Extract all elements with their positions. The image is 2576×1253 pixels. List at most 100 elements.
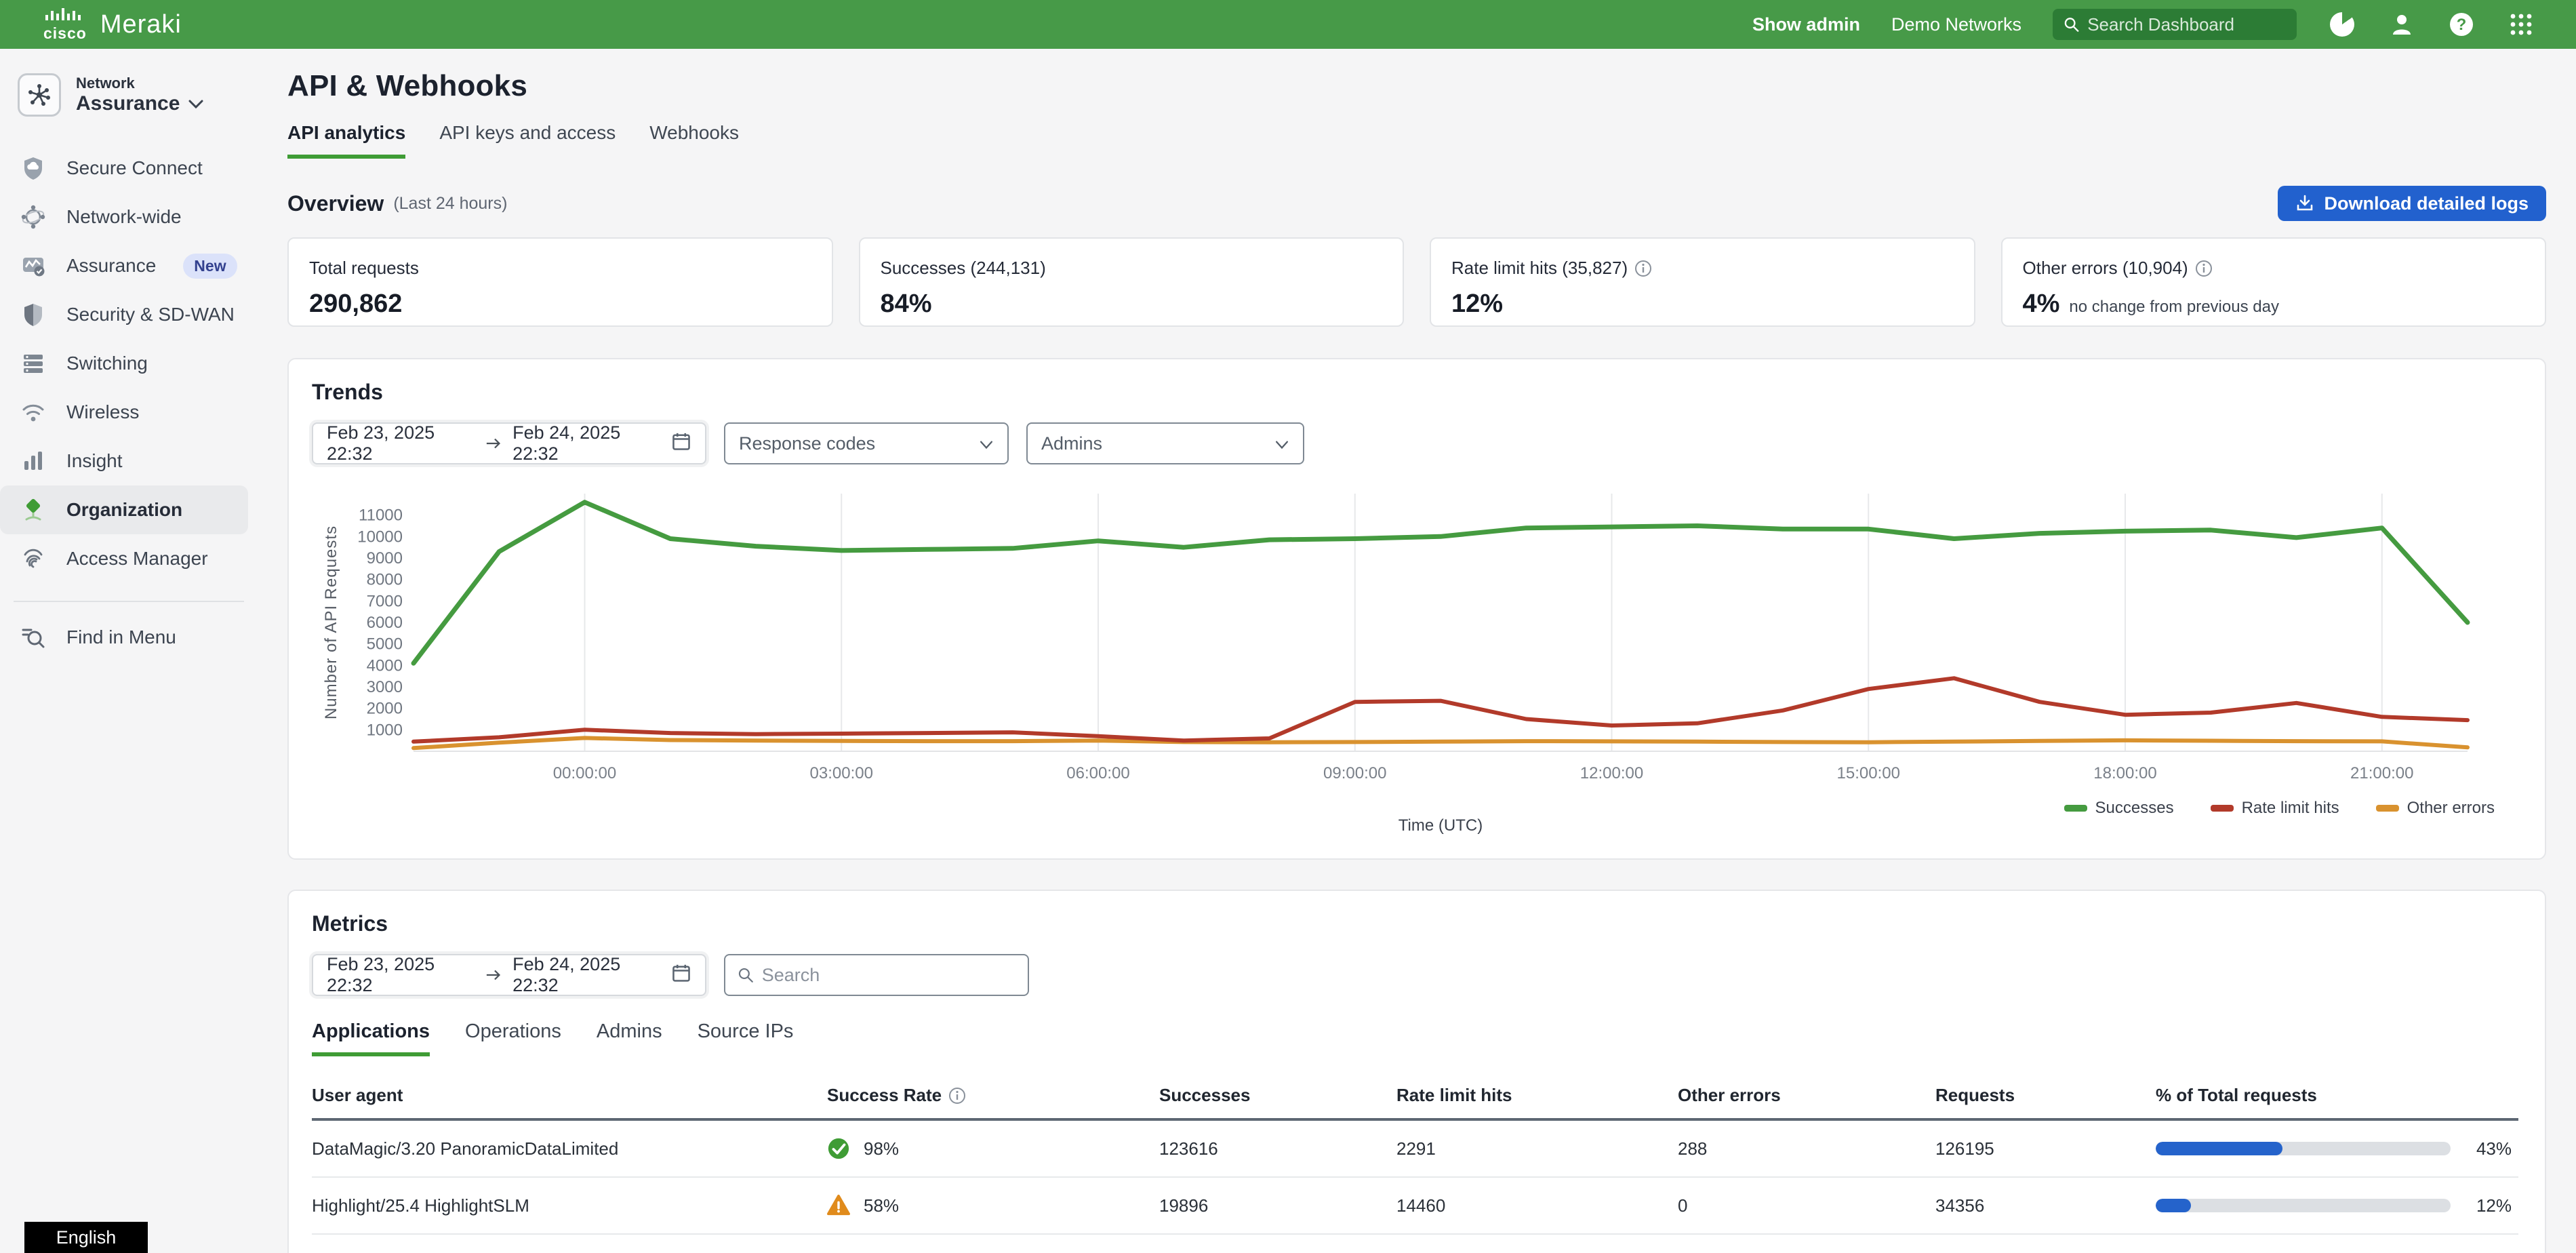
dashboard-search-input[interactable] xyxy=(2087,14,2286,35)
sidebar-item-wireless[interactable]: Wireless xyxy=(0,388,248,437)
organization-icon xyxy=(18,496,49,523)
sidebar-item-insight[interactable]: Insight xyxy=(0,437,248,485)
table-row[interactable]: Highlight/25.4 HighlightSLM 58% 19896 14… xyxy=(312,1177,2518,1235)
tab-source-ips[interactable]: Source IPs xyxy=(697,1020,794,1042)
svg-text:15:00:00: 15:00:00 xyxy=(1837,764,1900,782)
tab-operations[interactable]: Operations xyxy=(465,1020,561,1042)
search-icon xyxy=(2064,18,2079,32)
tab-api-keys-and-access[interactable]: API keys and access xyxy=(439,122,616,143)
page-tabs: API analytics API keys and access Webhoo… xyxy=(287,122,2546,159)
calendar-icon xyxy=(672,433,690,450)
admins-select[interactable]: Admins xyxy=(1026,422,1304,464)
download-detailed-logs-button[interactable]: Download detailed logs xyxy=(2278,186,2546,221)
insight-icon xyxy=(18,447,49,475)
language-button[interactable]: English xyxy=(24,1222,148,1253)
cisco-meraki-logo[interactable]: cisco Meraki xyxy=(43,7,182,42)
arrow-right-icon xyxy=(486,970,500,980)
search-icon xyxy=(738,968,753,982)
info-icon[interactable] xyxy=(1634,260,1652,277)
trend-note: no change from previous day xyxy=(2069,298,2279,316)
svg-text:5000: 5000 xyxy=(367,635,403,654)
svg-text:9000: 9000 xyxy=(367,549,403,568)
new-badge: New xyxy=(183,253,237,279)
response-codes-select[interactable]: Response codes xyxy=(724,422,1009,464)
trends-date-range-picker[interactable]: Feb 23, 2025 22:32 Feb 24, 2025 22:32 xyxy=(312,422,706,464)
col-successes[interactable]: Successes xyxy=(1159,1075,1396,1121)
sidebar-item-assurance[interactable]: Assurance New xyxy=(0,241,248,290)
rate-limit-swatch xyxy=(2210,805,2234,812)
tab-webhooks[interactable]: Webhooks xyxy=(649,122,740,143)
col-rate-limit-hits[interactable]: Rate limit hits xyxy=(1396,1075,1678,1121)
svg-text:00:00:00: 00:00:00 xyxy=(553,764,616,782)
sidebar-item-organization[interactable]: Organization xyxy=(0,485,248,534)
applications-table: User agent Success Rate Successes Rate l… xyxy=(312,1075,2518,1253)
network-wide-icon xyxy=(18,203,49,231)
svg-text:?: ? xyxy=(2457,16,2467,34)
col-pct-total[interactable]: % of Total requests xyxy=(2156,1075,2518,1121)
metrics-tabs: Applications Operations Admins Source IP… xyxy=(312,1020,2522,1056)
legend-other-errors[interactable]: Other errors xyxy=(2375,799,2495,818)
total-requests-card: Total requests 290,862 xyxy=(287,237,833,327)
tab-admins[interactable]: Admins xyxy=(596,1020,662,1042)
chevron-down-icon xyxy=(980,440,993,449)
svg-text:7000: 7000 xyxy=(367,592,403,610)
tab-applications[interactable]: Applications xyxy=(312,1020,430,1056)
svg-text:18:00:00: 18:00:00 xyxy=(2093,764,2156,782)
col-other-errors[interactable]: Other errors xyxy=(1678,1075,1935,1121)
tab-api-analytics[interactable]: API analytics xyxy=(287,122,406,159)
table-row[interactable]: python-meraki/1.38.0 %7B%22implementatio… xyxy=(312,1234,2518,1253)
col-requests[interactable]: Requests xyxy=(1935,1075,2156,1121)
assurance-icon xyxy=(18,252,49,279)
metrics-panel: Metrics Feb 23, 2025 22:32 Feb 24, 2025 … xyxy=(287,890,2546,1253)
organization-selector[interactable]: Demo Networks xyxy=(1891,14,2021,35)
svg-text:12:00:00: 12:00:00 xyxy=(1580,764,1643,782)
api-requests-line-chart: 00:00:00 03:00:00 06:00:00 09:00:00 12:00:00… xyxy=(312,477,2522,799)
overview-title: Overview xyxy=(287,191,384,216)
info-icon[interactable] xyxy=(948,1087,966,1105)
access-manager-icon xyxy=(18,545,49,572)
switching-icon xyxy=(18,350,49,377)
sidebar-item-network-wide[interactable]: Network-wide xyxy=(0,193,248,241)
status-icon[interactable] xyxy=(2328,10,2356,39)
legend-rate-limit-hits[interactable]: Rate limit hits xyxy=(2210,799,2339,818)
arrow-right-icon xyxy=(486,438,500,449)
metrics-title: Metrics xyxy=(312,911,388,936)
svg-text:06:00:00: 06:00:00 xyxy=(1066,764,1129,782)
trends-panel: Trends Feb 23, 2025 22:32 Feb 24, 2025 2… xyxy=(287,358,2546,860)
apps-grid-icon[interactable] xyxy=(2507,10,2535,39)
sidebar-item-security-sdwan[interactable]: Security & SD-WAN xyxy=(0,290,248,339)
svg-text:1000: 1000 xyxy=(367,721,403,739)
dashboard-search[interactable] xyxy=(2053,9,2297,40)
successes-card: Successes (244,131) 84% xyxy=(858,237,1404,327)
network-selector[interactable]: Network Assurance xyxy=(18,73,251,117)
chart-legend: Successes Rate limit hits Other errors xyxy=(2064,799,2495,818)
sidebar-item-switching[interactable]: Switching xyxy=(0,339,248,388)
col-user-agent[interactable]: User agent xyxy=(312,1075,827,1121)
svg-text:09:00:00: 09:00:00 xyxy=(1323,764,1386,782)
col-success-rate[interactable]: Success Rate xyxy=(827,1075,1159,1121)
sidebar-item-secure-connect[interactable]: Secure Connect xyxy=(0,144,248,193)
account-icon[interactable] xyxy=(2388,10,2416,39)
show-admin-link[interactable]: Show admin xyxy=(1752,14,1860,35)
svg-text:6000: 6000 xyxy=(367,614,403,632)
help-icon[interactable]: ? xyxy=(2447,10,2476,39)
svg-text:11000: 11000 xyxy=(359,506,403,525)
sidebar-divider xyxy=(14,601,244,602)
wireless-icon xyxy=(18,399,49,426)
info-icon[interactable] xyxy=(2195,260,2213,277)
legend-successes[interactable]: Successes xyxy=(2064,799,2174,818)
sidebar-item-access-manager[interactable]: Access Manager xyxy=(0,534,248,583)
security-sdwan-icon xyxy=(18,301,49,328)
warning-icon xyxy=(827,1194,850,1217)
calendar-icon xyxy=(672,964,690,982)
metrics-date-range-picker[interactable]: Feb 23, 2025 22:32 Feb 24, 2025 22:32 xyxy=(312,954,706,996)
successes-swatch xyxy=(2064,805,2087,812)
table-row[interactable]: DataMagic/3.20 PanoramicDataLimited 98% … xyxy=(312,1119,2518,1178)
chevron-down-icon xyxy=(1275,440,1289,449)
cisco-wordmark: cisco xyxy=(43,24,87,42)
overview-subtitle: (Last 24 hours) xyxy=(393,193,508,213)
metrics-search[interactable] xyxy=(724,954,1029,996)
svg-text:4000: 4000 xyxy=(367,656,403,675)
metrics-search-input[interactable] xyxy=(761,964,1015,986)
sidebar-find-in-menu[interactable]: Find in Menu xyxy=(0,613,248,662)
